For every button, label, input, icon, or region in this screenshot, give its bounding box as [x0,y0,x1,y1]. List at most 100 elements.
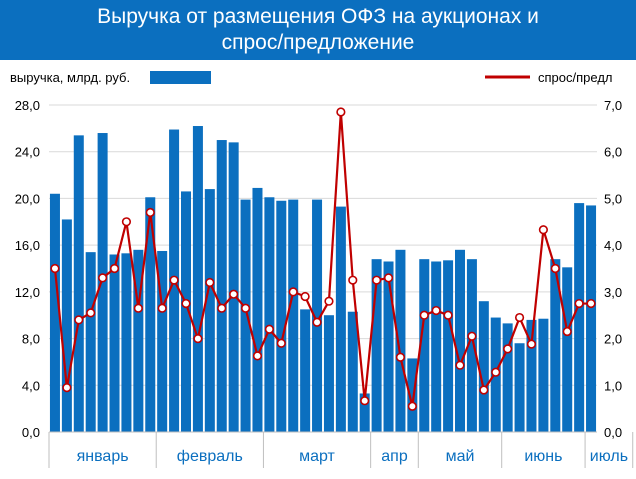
ratio-point [312,317,322,327]
y-left-tick-label: 4,0 [22,378,40,393]
revenue-bar [478,301,489,432]
chart-legend: выручка, млрд. руб. спрос/предл [10,70,613,85]
ratio-point [467,331,477,341]
ratio-point [419,310,429,320]
revenue-bar [240,199,251,432]
revenue-bar [216,140,227,433]
ratio-point [407,401,417,411]
ratio-point [62,383,72,393]
ratio-point [252,351,263,361]
chart-header: Выручка от размещения ОФЗ на аукционах и… [0,0,636,60]
revenue-bar [264,197,275,432]
ratio-point [372,275,382,285]
revenue-bar [49,193,60,432]
chart-title-line2: спрос/предложение [221,31,415,54]
revenue-bar [145,197,156,432]
month-label: март [299,448,335,465]
y-right-tick-label: 0,0 [604,425,622,440]
ratio-point [443,310,453,320]
y-left-tick-label: 24,0 [15,145,40,160]
revenue-bar [574,203,585,432]
month-label: январь [77,448,129,465]
ratio-point [133,303,143,313]
ratio-point [240,303,251,313]
revenue-bar [359,393,370,432]
ratio-point [205,277,215,288]
ratio-point [74,315,84,325]
ratio-series [50,107,596,411]
revenue-bar [204,189,215,432]
ratio-point [288,287,298,297]
revenue-bar [431,261,442,432]
revenue-bar [514,343,525,432]
y-right-tick-label: 6,0 [604,145,622,160]
revenue-bar [419,259,430,432]
revenue-bar [347,311,358,432]
ratio-point [300,291,310,302]
revenue-bar [443,260,454,432]
y-right-tick-label: 4,0 [604,238,622,253]
y-left-tick-label: 16,0 [15,238,40,253]
ratio-point [336,107,346,117]
ratio-point [181,298,191,309]
y-right-tick-label: 2,0 [604,332,622,347]
bar-series [49,126,597,433]
month-label: февраль [177,448,243,465]
revenue-bar [502,323,513,432]
revenue-bar [538,318,549,432]
month-label: май [446,448,475,465]
revenue-bar [97,133,108,432]
revenue-bar [526,319,537,432]
ratio-point [586,298,596,309]
revenue-bar [85,252,96,432]
y-right-tick-label: 7,0 [604,98,622,113]
legend-line-label: спрос/предл [538,70,613,85]
ratio-point [145,207,155,218]
ratio-point [550,263,560,274]
ratio-point [503,344,513,354]
ratio-point [562,326,572,337]
ratio-point [491,367,501,377]
ratio-point [574,298,584,309]
ratio-point [479,385,489,395]
revenue-bar [407,358,418,432]
ratio-point [455,360,465,370]
y-left-tick-label: 8,0 [22,332,40,347]
y-right-tick-label: 1,0 [604,378,622,393]
revenue-bar [562,267,573,432]
revenue-bar [276,200,287,432]
revenue-bar [252,187,263,432]
revenue-bar [335,206,346,432]
month-label: апр [381,448,408,465]
revenue-bar [371,259,382,432]
y-left-tick-label: 12,0 [15,285,40,300]
ratio-point [217,303,227,313]
revenue-bar [109,254,120,432]
ratio-point [514,312,525,323]
y-left-tick-label: 0,0 [22,425,40,440]
y-left-tick-label: 20,0 [15,191,40,206]
ratio-point [86,308,96,318]
revenue-bar [228,142,239,432]
revenue-bar [466,259,477,432]
revenue-bar [300,309,311,433]
ratio-point [229,289,239,299]
ratio-point [431,305,441,316]
revenue-bar [550,259,561,432]
revenue-bar [157,250,168,432]
legend-bar-swatch [150,71,211,84]
ratio-point [157,303,167,313]
ratio-point [98,273,108,283]
revenue-bar [192,126,203,433]
ratio-point [360,396,370,406]
revenue-bar [383,261,394,432]
legend-bar-label: выручка, млрд. руб. [10,70,130,85]
ratio-point [526,339,537,349]
chart-title-line1: Выручка от размещения ОФЗ на аукционах и [97,5,539,28]
revenue-bar [73,135,84,433]
ratio-point [383,273,394,283]
revenue-bar [395,249,406,432]
y-left-tick-label: 28,0 [15,98,40,113]
ratio-point [50,263,60,274]
